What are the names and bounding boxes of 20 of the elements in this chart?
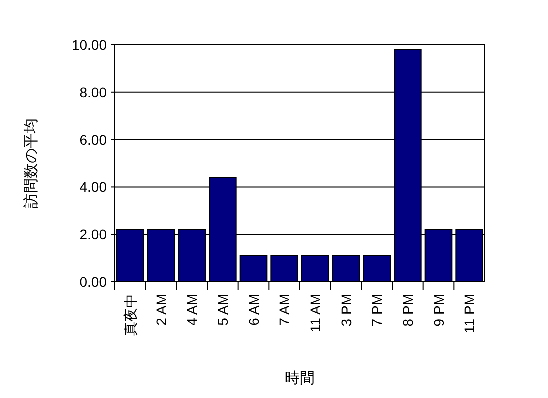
x-tick-label: 7 AM bbox=[276, 294, 293, 326]
x-tick-label: 11 AM bbox=[307, 294, 324, 333]
y-tick-label: 4.00 bbox=[80, 179, 108, 196]
y-tick-label: 8.00 bbox=[80, 84, 108, 100]
y-axis-title: 訪問数の平均 bbox=[23, 118, 40, 208]
x-tick-label: 7 PM bbox=[369, 294, 386, 327]
x-tick-label: 11 PM bbox=[462, 294, 478, 334]
x-axis-title: 時間 bbox=[285, 370, 315, 387]
x-tick-label: 2 AM bbox=[153, 294, 170, 326]
x-tick-label: 3 PM bbox=[338, 294, 354, 327]
y-tick-label: 10.00 bbox=[72, 37, 108, 53]
x-tick-label: 4 AM bbox=[184, 294, 200, 326]
y-tick-label: 2.00 bbox=[80, 226, 108, 243]
x-tick-label: 8 PM bbox=[400, 294, 416, 327]
x-tick-label: 9 PM bbox=[430, 294, 447, 327]
y-tick-label: 6.00 bbox=[80, 132, 108, 148]
x-tick-label: 5 AM bbox=[214, 294, 231, 326]
y-tick-label: 0.00 bbox=[80, 274, 108, 290]
x-tick-label: 6 AM bbox=[246, 294, 262, 326]
x-tick-label: 真夜中 bbox=[122, 294, 138, 336]
